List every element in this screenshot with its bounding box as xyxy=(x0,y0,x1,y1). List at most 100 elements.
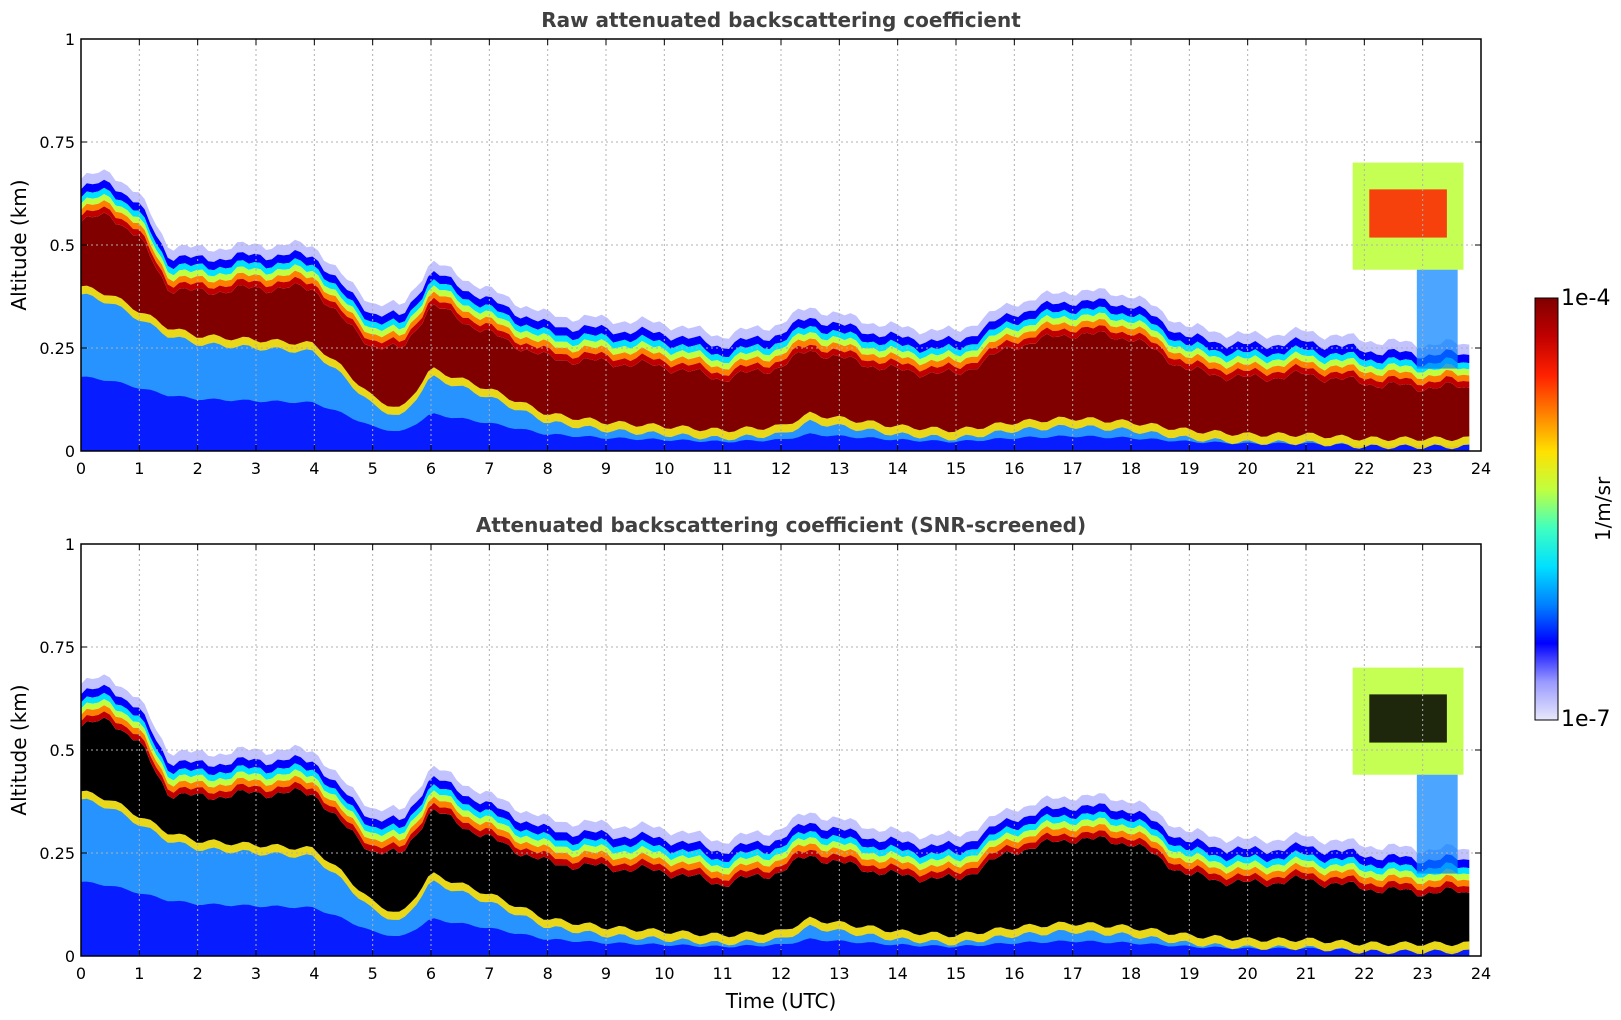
x-tick-label: 15 xyxy=(946,459,966,478)
y-tick-label: 0.25 xyxy=(39,844,75,863)
heatmap-cloud-curtain xyxy=(1416,269,1458,369)
panel-screened-y-ticks: 0 0.25 0.5 0.75 1 xyxy=(39,535,1481,966)
heatmap-layer-top-band xyxy=(81,206,1470,392)
colorbar-max-label: 1e-4 xyxy=(1561,286,1610,311)
x-tick-label: 3 xyxy=(251,964,261,983)
x-tick-label: 0 xyxy=(76,964,86,983)
heatmap-layer-top-band xyxy=(81,674,1470,864)
heatmap-saturated-core xyxy=(81,717,1470,947)
heatmap-layer-top-band xyxy=(81,684,1470,872)
x-tick-label: 24 xyxy=(1471,459,1491,478)
heatmap-surface-region xyxy=(81,376,1470,451)
panel-raw-x-ticks: 0 1 2 3 4 5 6 7 8 9 10 11 12 13 14 15 16 17 18 19 20 21 22 23 24 xyxy=(76,39,1491,478)
heatmap-lower-region xyxy=(81,285,1470,451)
panel-raw-grid xyxy=(81,39,1481,451)
colorbar-min-label: 1e-7 xyxy=(1561,707,1610,732)
x-tick-label: 7 xyxy=(484,964,494,983)
x-tick-label: 9 xyxy=(601,964,611,983)
panel-raw: Raw attenuated backscattering coefficien… xyxy=(7,8,1491,478)
heatmap-layer-top-band xyxy=(81,179,1470,367)
x-tick-label: 17 xyxy=(1062,964,1082,983)
panel-screened-plot-area xyxy=(81,667,1470,956)
x-tick-label: 23 xyxy=(1412,459,1432,478)
x-tick-label: 22 xyxy=(1354,459,1374,478)
heatmap-layer-top-band xyxy=(81,692,1470,878)
colorbar: 1e-4 1e-7 1/m/sr xyxy=(1534,286,1615,732)
x-tick-label: 19 xyxy=(1179,459,1199,478)
x-tick-label: 11 xyxy=(712,459,732,478)
y-tick-label: 0.75 xyxy=(39,638,75,657)
heatmap-cloud-curtain xyxy=(1416,774,1458,874)
x-tick-label: 24 xyxy=(1471,964,1491,983)
x-tick-label: 14 xyxy=(887,459,907,478)
x-tick-label: 16 xyxy=(1004,459,1024,478)
x-tick-label: 10 xyxy=(654,964,674,983)
panel-raw-title: Raw attenuated backscattering coefficien… xyxy=(541,8,1021,32)
x-tick-label: 21 xyxy=(1296,964,1316,983)
panel-screened: Attenuated backscattering coefficient (S… xyxy=(7,513,1491,1013)
x-tick-label: 8 xyxy=(543,459,553,478)
x-tick-label: 4 xyxy=(309,964,319,983)
x-tick-label: 0 xyxy=(76,459,86,478)
panel-screened-x-ticks: 0 1 2 3 4 5 6 7 8 9 10 11 12 13 14 15 16 17 18 19 20 21 22 23 24 xyxy=(76,544,1491,983)
heatmap-layer-top-band xyxy=(81,705,1470,891)
x-tick-label: 4 xyxy=(309,459,319,478)
x-tick-label: 15 xyxy=(946,964,966,983)
x-tick-label: 21 xyxy=(1296,459,1316,478)
x-tick-label: 8 xyxy=(543,964,553,983)
x-tick-label: 5 xyxy=(368,459,378,478)
heatmap-lower-region xyxy=(81,790,1470,956)
heatmap-layer-top-band xyxy=(81,711,1470,897)
colorbar-unit-label: 1/m/sr xyxy=(1591,476,1615,541)
x-tick-label: 2 xyxy=(193,459,203,478)
heatmap-layer-top-band xyxy=(81,194,1470,379)
heatmap-layer-top-band xyxy=(81,200,1470,386)
heatmap-saturated-core xyxy=(81,212,1470,442)
panel-raw-y-axis-label: Altitude (km) xyxy=(7,179,31,310)
x-tick-label: 5 xyxy=(368,964,378,983)
x-tick-label: 20 xyxy=(1237,964,1257,983)
panel-raw-y-ticks: 0 0.25 0.5 0.75 1 xyxy=(39,30,1481,461)
x-tick-label: 10 xyxy=(654,459,674,478)
y-tick-label: 0.5 xyxy=(50,741,75,760)
x-tick-label: 13 xyxy=(829,459,849,478)
x-tick-label: 16 xyxy=(1004,964,1024,983)
panel-screened-y-axis-label: Altitude (km) xyxy=(7,684,31,815)
x-tick-label: 12 xyxy=(771,964,791,983)
x-tick-label: 11 xyxy=(712,964,732,983)
panel-raw-plot-area xyxy=(81,162,1470,451)
x-axis-label: Time (UTC) xyxy=(725,989,837,1013)
x-tick-label: 23 xyxy=(1412,964,1432,983)
x-tick-label: 18 xyxy=(1121,459,1141,478)
heatmap-layer-top-band xyxy=(81,187,1470,373)
x-tick-label: 9 xyxy=(601,459,611,478)
heatmap-layer-top-band xyxy=(81,699,1470,884)
x-tick-label: 1 xyxy=(134,964,144,983)
colorbar-gradient xyxy=(1534,297,1559,721)
y-tick-label: 0.25 xyxy=(39,339,75,358)
heatmap-cloud-core xyxy=(1369,694,1447,743)
x-tick-label: 6 xyxy=(426,964,436,983)
panel-screened-title: Attenuated backscattering coefficient (S… xyxy=(476,513,1086,537)
heatmap-layer-top-band xyxy=(81,169,1470,359)
x-tick-label: 19 xyxy=(1179,964,1199,983)
x-tick-label: 2 xyxy=(193,964,203,983)
y-tick-label: 1 xyxy=(65,535,75,554)
x-tick-label: 22 xyxy=(1354,964,1374,983)
x-tick-label: 17 xyxy=(1062,459,1082,478)
x-tick-label: 3 xyxy=(251,459,261,478)
heatmap-surface-region xyxy=(81,881,1470,956)
x-tick-label: 6 xyxy=(426,459,436,478)
y-tick-label: 0 xyxy=(65,947,75,966)
y-tick-label: 0 xyxy=(65,442,75,461)
x-tick-label: 13 xyxy=(829,964,849,983)
heatmap-cloud-core xyxy=(1369,189,1447,238)
x-tick-label: 1 xyxy=(134,459,144,478)
y-tick-label: 1 xyxy=(65,30,75,49)
x-tick-label: 18 xyxy=(1121,964,1141,983)
x-tick-label: 14 xyxy=(887,964,907,983)
x-tick-label: 20 xyxy=(1237,459,1257,478)
x-tick-label: 7 xyxy=(484,459,494,478)
y-tick-label: 0.75 xyxy=(39,133,75,152)
